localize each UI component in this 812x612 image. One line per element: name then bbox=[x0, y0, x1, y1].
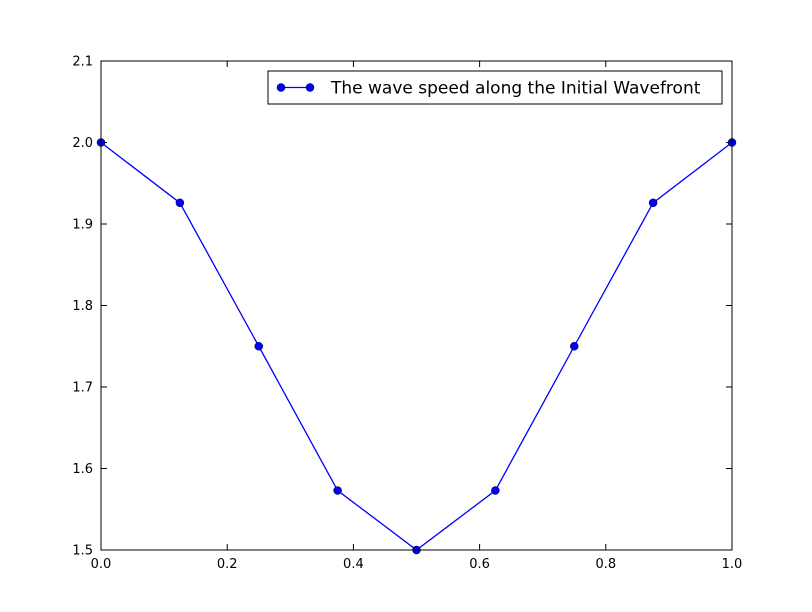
legend-marker bbox=[276, 83, 286, 92]
x-tick-label: 1.0 bbox=[722, 557, 743, 572]
x-tick-label: 0.6 bbox=[469, 557, 490, 572]
y-tick-label: 2.1 bbox=[72, 55, 93, 70]
x-tick-label: 0.4 bbox=[343, 557, 364, 572]
x-tick-label: 0.2 bbox=[217, 557, 238, 572]
legend-box bbox=[267, 70, 723, 105]
y-tick-label: 2.0 bbox=[72, 136, 93, 151]
plot-area bbox=[101, 61, 732, 550]
legend-label: The wave speed along the Initial Wavefro… bbox=[330, 79, 701, 99]
y-tick-label: 1.6 bbox=[72, 462, 93, 477]
axis-tick-labels: 0.0 0.2 0.4 0.6 0.8 1.0 1.5 1.6 1.7 1.8 1.9 2.0 2.1 bbox=[72, 55, 742, 573]
y-tick-label: 1.9 bbox=[72, 218, 93, 233]
data-point bbox=[648, 198, 658, 208]
y-tick-label: 1.5 bbox=[72, 544, 93, 559]
x-tick-label: 0.8 bbox=[595, 557, 616, 572]
data-point bbox=[254, 342, 263, 351]
y-tick-label: 1.8 bbox=[72, 299, 93, 314]
plot-frame bbox=[100, 60, 733, 551]
series-markers bbox=[96, 138, 737, 555]
y-tick-label: 1.7 bbox=[72, 381, 93, 396]
data-point bbox=[333, 486, 342, 495]
x-tick-label: 0.0 bbox=[91, 557, 112, 572]
data-point bbox=[491, 486, 500, 495]
data-point bbox=[570, 342, 579, 351]
legend-marker bbox=[305, 83, 315, 92]
data-point bbox=[175, 198, 185, 208]
legend: The wave speed along the Initial Wavefro… bbox=[267, 70, 723, 105]
